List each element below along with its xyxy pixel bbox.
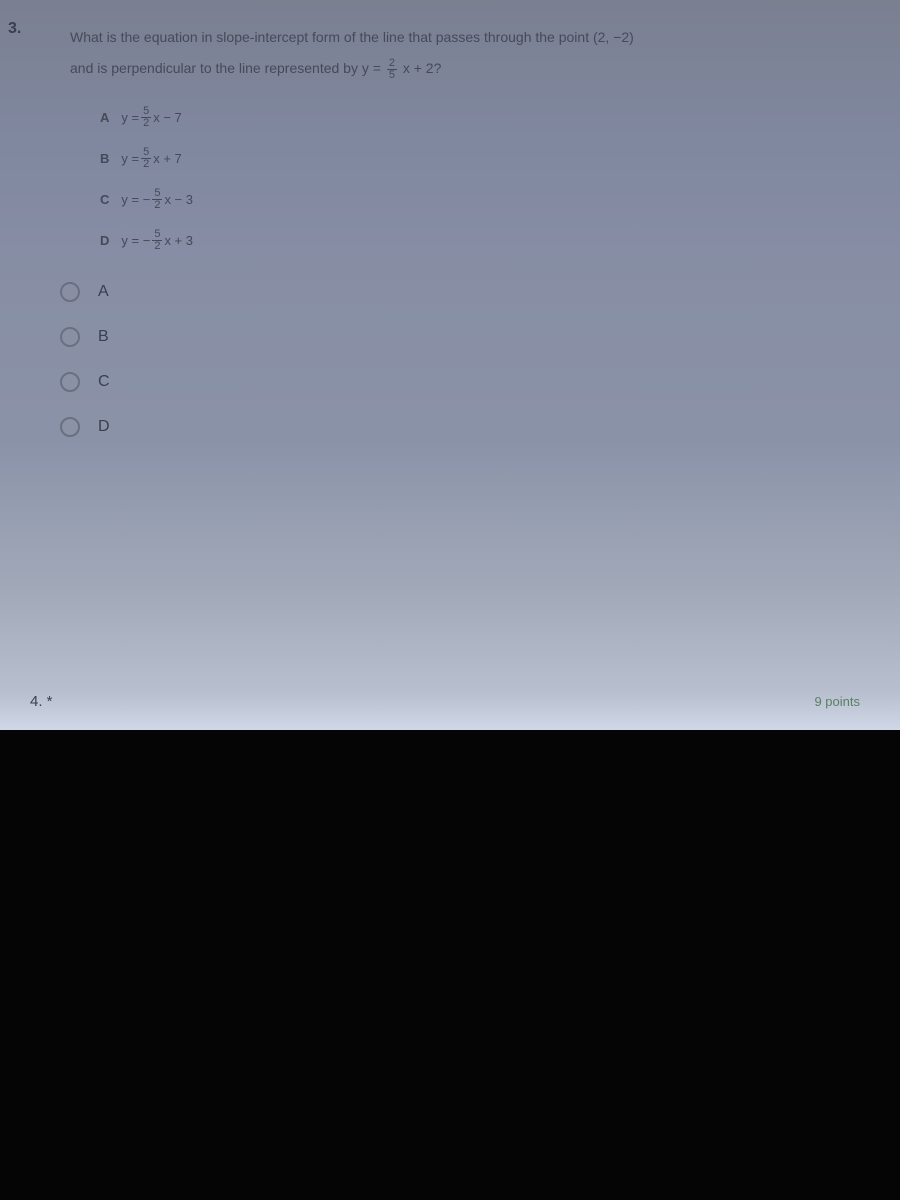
option-b-prefix: y = bbox=[121, 151, 139, 166]
radio-label-d: D bbox=[98, 418, 110, 436]
option-c-fraction: 5 2 bbox=[152, 188, 162, 211]
option-d-suffix: x + 3 bbox=[164, 233, 193, 248]
option-c-den: 2 bbox=[152, 200, 162, 211]
next-question-number: 4. * bbox=[30, 693, 53, 710]
option-c-suffix: x − 3 bbox=[164, 192, 193, 207]
radio-circle-d[interactable] bbox=[60, 417, 80, 437]
radio-circle-c[interactable] bbox=[60, 372, 80, 392]
radio-item-b[interactable]: B bbox=[60, 327, 860, 347]
question-text-line1: What is the equation in slope-intercept … bbox=[70, 25, 860, 50]
radio-label-b: B bbox=[98, 328, 109, 346]
option-a-prefix: y = bbox=[121, 110, 139, 125]
radio-circle-b[interactable] bbox=[60, 327, 80, 347]
option-b-suffix: x + 7 bbox=[153, 151, 182, 166]
option-a-label: A bbox=[100, 110, 109, 125]
points-label: 9 points bbox=[814, 694, 860, 709]
option-d-label: D bbox=[100, 233, 109, 248]
option-c-prefix: y = − bbox=[121, 192, 150, 207]
radio-label-a: A bbox=[98, 283, 109, 301]
option-b: B y = 5 2 x + 7 bbox=[100, 147, 860, 170]
radio-circle-a[interactable] bbox=[60, 282, 80, 302]
option-b-fraction: 5 2 bbox=[141, 147, 151, 170]
option-c-label: C bbox=[100, 192, 109, 207]
option-d-prefix: y = − bbox=[121, 233, 150, 248]
question-fraction: 2 5 bbox=[387, 58, 397, 81]
question-number: 3. bbox=[8, 20, 21, 38]
question-text-line2: and is perpendicular to the line represe… bbox=[70, 58, 860, 81]
options-list: A y = 5 2 x − 7 B y = 5 2 x + 7 C y = − … bbox=[100, 106, 860, 252]
radio-item-a[interactable]: A bbox=[60, 282, 860, 302]
question-prefix: and is perpendicular to the line represe… bbox=[70, 60, 385, 76]
option-d-fraction: 5 2 bbox=[152, 229, 162, 252]
radio-item-c[interactable]: C bbox=[60, 372, 860, 392]
screen-black-area bbox=[0, 730, 900, 1200]
option-a: A y = 5 2 x − 7 bbox=[100, 106, 860, 129]
radio-options: A B C D bbox=[60, 282, 860, 437]
option-a-den: 2 bbox=[141, 118, 151, 129]
fraction-denominator: 5 bbox=[387, 70, 397, 81]
option-b-den: 2 bbox=[141, 159, 151, 170]
next-question-bar: 4. * 9 points bbox=[30, 693, 860, 710]
option-b-label: B bbox=[100, 151, 109, 166]
option-c: C y = − 5 2 x − 3 bbox=[100, 188, 860, 211]
question-suffix: x + 2? bbox=[403, 60, 442, 76]
option-d: D y = − 5 2 x + 3 bbox=[100, 229, 860, 252]
option-d-den: 2 bbox=[152, 241, 162, 252]
radio-label-c: C bbox=[98, 373, 110, 391]
radio-item-d[interactable]: D bbox=[60, 417, 860, 437]
option-a-fraction: 5 2 bbox=[141, 106, 151, 129]
quiz-container: 3. What is the equation in slope-interce… bbox=[0, 0, 900, 730]
option-a-suffix: x − 7 bbox=[153, 110, 182, 125]
